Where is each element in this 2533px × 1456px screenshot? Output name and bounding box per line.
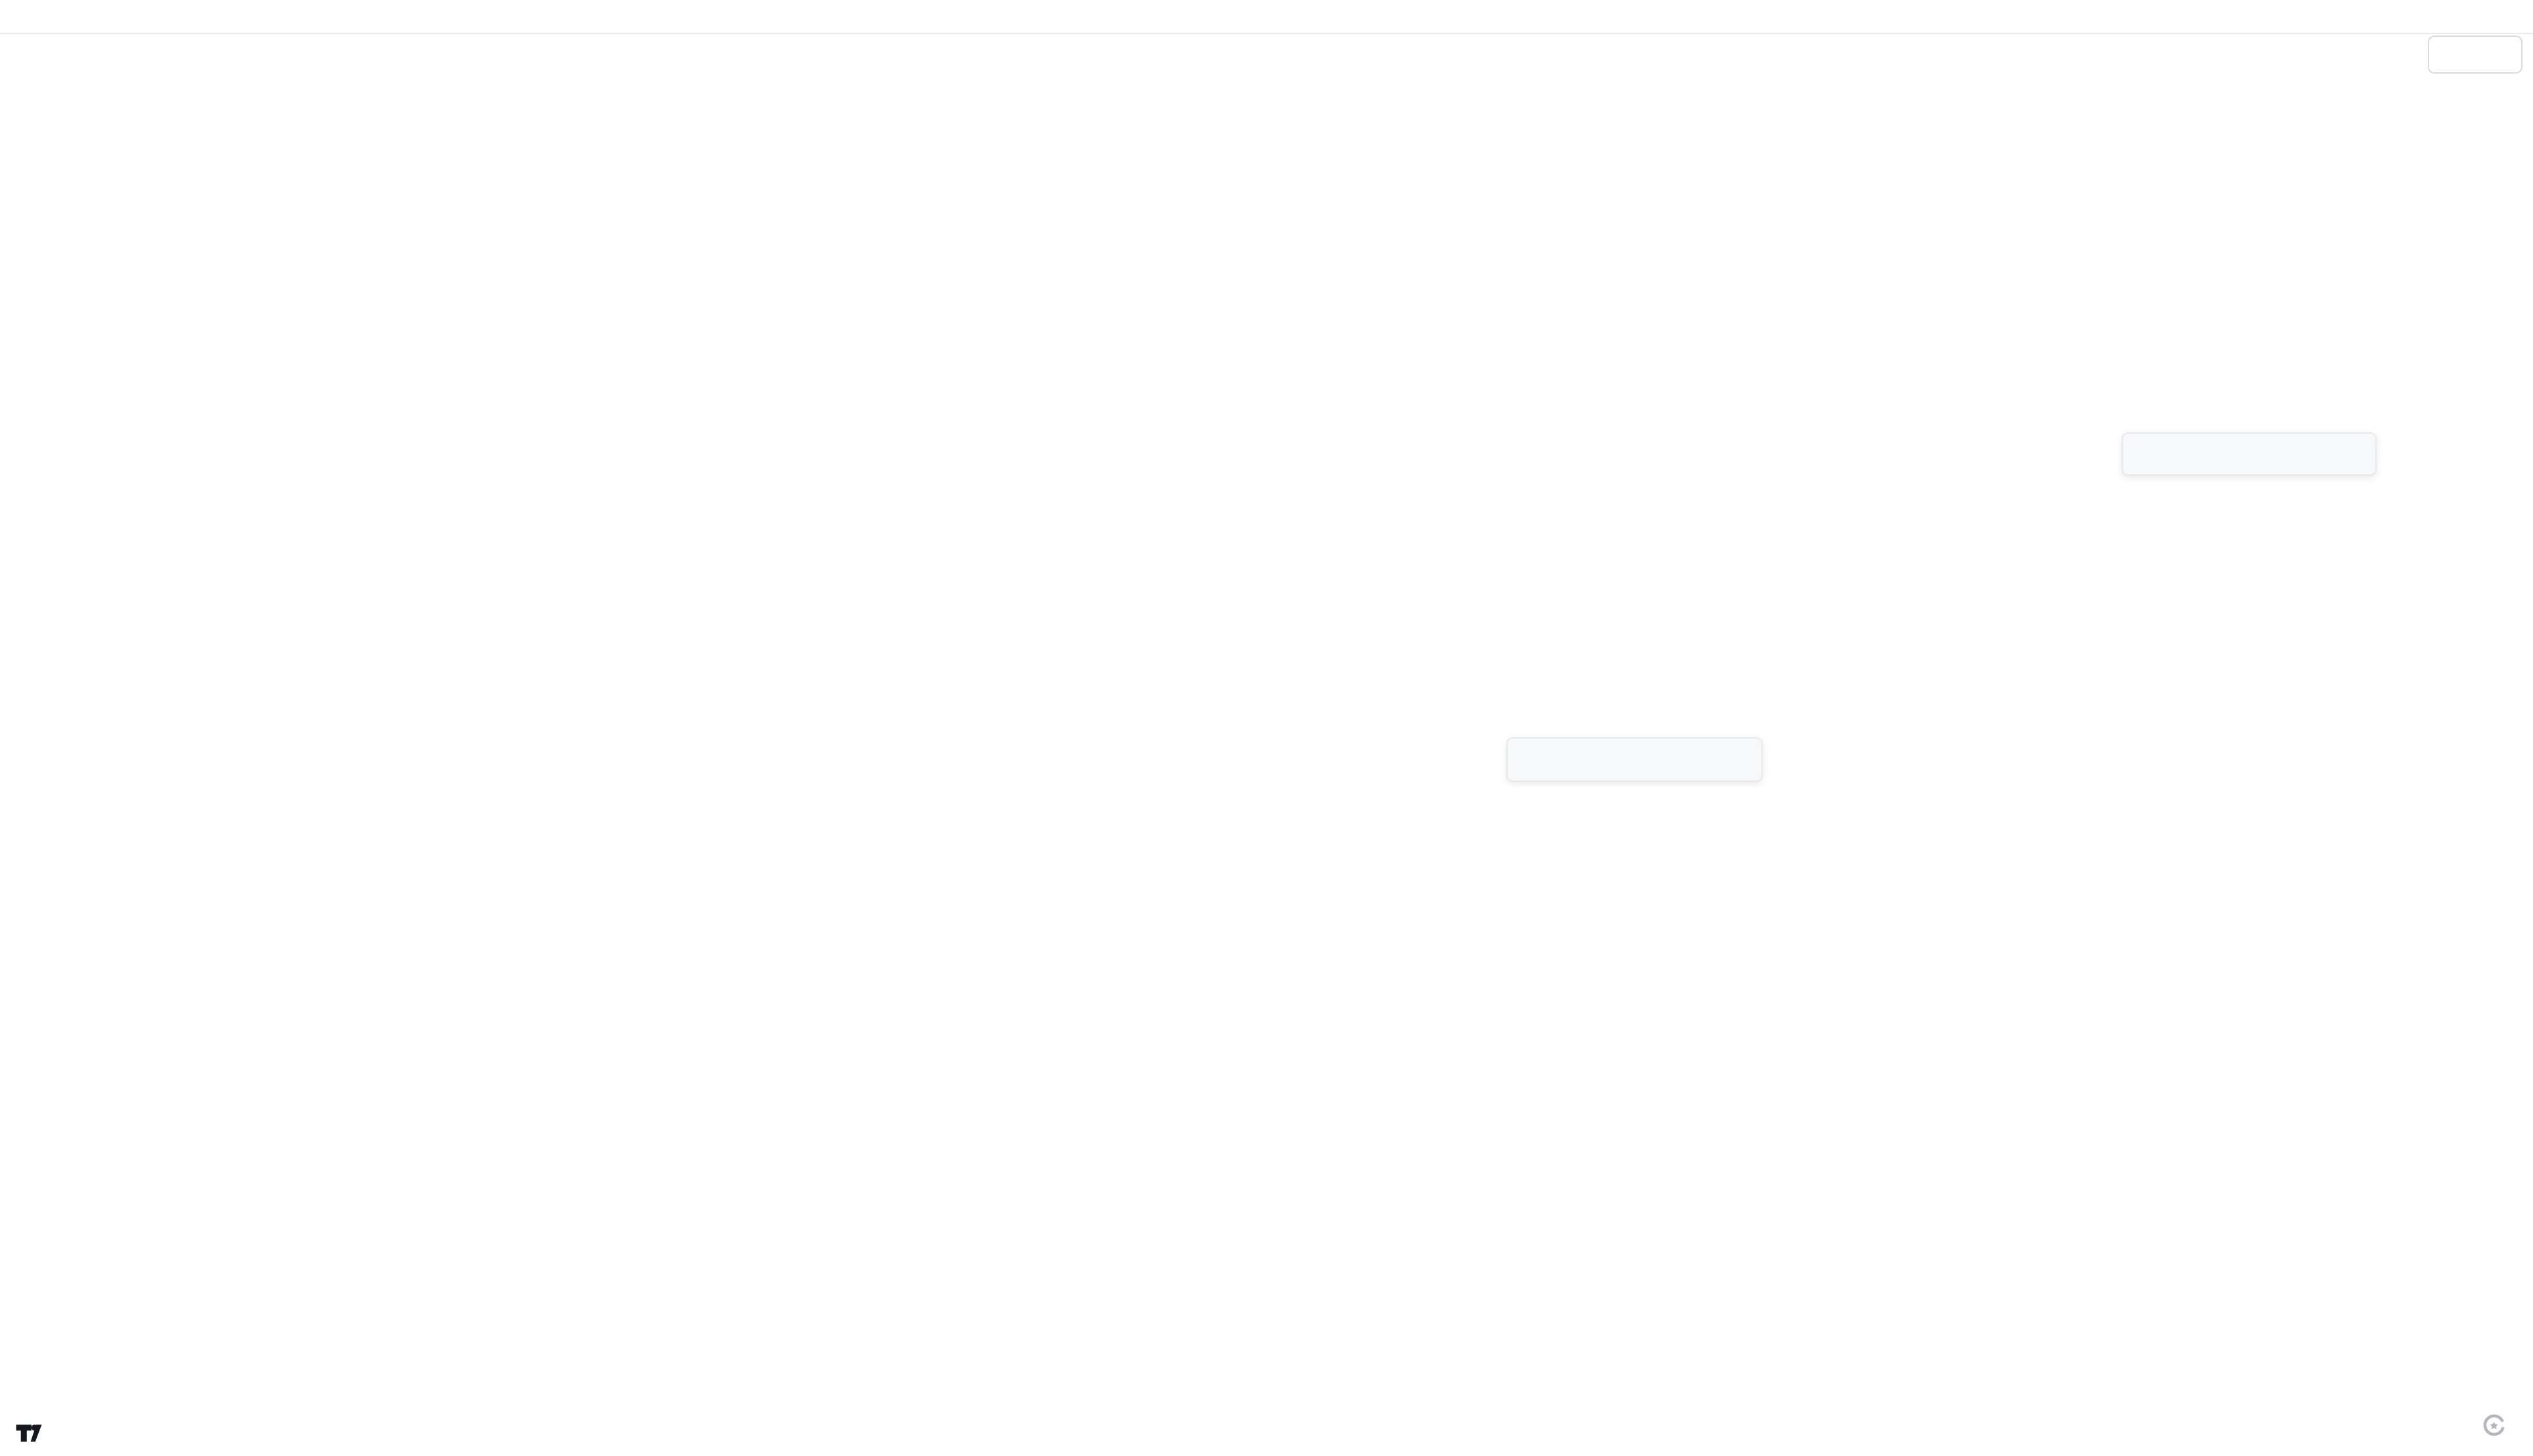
symbol-legend[interactable] xyxy=(11,47,83,68)
header-divider xyxy=(0,33,2533,34)
measure-label-right[interactable] xyxy=(2122,432,2377,476)
tradingview-logo-icon xyxy=(14,1419,43,1449)
measure-label-left[interactable] xyxy=(1506,737,1763,782)
ema-legend[interactable] xyxy=(11,70,55,90)
tradingview-logo[interactable] xyxy=(14,1419,50,1449)
site-watermark xyxy=(2457,1413,2533,1444)
rsi-legend[interactable] xyxy=(11,1180,41,1200)
currency-button[interactable] xyxy=(2428,35,2522,74)
watermark-swirl-icon xyxy=(2480,1413,2507,1442)
